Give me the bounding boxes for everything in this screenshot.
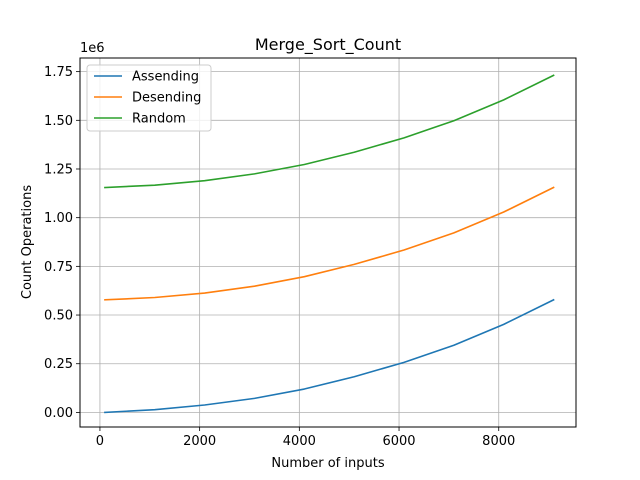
x-tick-label: 4000 bbox=[283, 434, 316, 449]
series-line-assending bbox=[104, 298, 555, 414]
legend-box bbox=[86, 64, 212, 132]
x-tick-label: 2000 bbox=[183, 434, 216, 449]
x-tick-label: 0 bbox=[96, 434, 104, 449]
legend-label-desending: Desending bbox=[132, 91, 201, 106]
series-layer bbox=[104, 74, 555, 414]
legend: Assending Desending Random bbox=[86, 64, 212, 132]
chart-title: Merge_Sort_Count bbox=[255, 35, 401, 55]
y-tick-label: 1.50 bbox=[44, 114, 73, 129]
x-tick-label: 6000 bbox=[382, 434, 415, 449]
y-tick-label: 1.25 bbox=[44, 162, 73, 177]
series-line-desending bbox=[104, 186, 555, 301]
x-tick-label: 8000 bbox=[482, 434, 515, 449]
y-axis-label: Count Operations bbox=[20, 185, 35, 299]
tick-layer: 0 2000 4000 6000 8000 0.00 0.25 0.50 0.75 1.00 1.2… bbox=[44, 65, 515, 449]
x-axis-label: Number of inputs bbox=[271, 456, 384, 471]
legend-label-assending: Assending bbox=[132, 70, 199, 85]
y-tick-label: 1.75 bbox=[44, 65, 73, 80]
y-tick-label: 0.25 bbox=[44, 357, 73, 372]
y-tick-label: 0.50 bbox=[44, 309, 73, 324]
y-offset-label: 1e6 bbox=[80, 41, 105, 56]
plot-frame bbox=[79, 57, 577, 428]
series-line-random bbox=[104, 74, 555, 189]
y-tick-label: 0.00 bbox=[44, 406, 73, 421]
y-tick-label: 1.00 bbox=[44, 211, 73, 226]
y-tick-label: 0.75 bbox=[44, 260, 73, 275]
legend-label-random: Random bbox=[132, 112, 186, 127]
